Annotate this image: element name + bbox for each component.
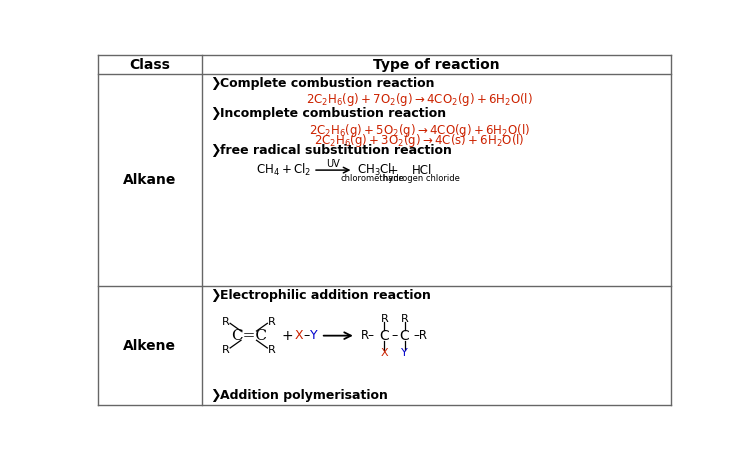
Text: R: R	[268, 344, 276, 354]
Text: chloromethane: chloromethane	[340, 174, 405, 183]
Text: $\mathregular{2C_2H_6(g)+3O_2(g) \rightarrow 4C(s)+6H_2O(l)}$: $\mathregular{2C_2H_6(g)+3O_2(g) \righta…	[314, 132, 524, 149]
Text: Y: Y	[310, 329, 318, 342]
Text: ❯: ❯	[210, 144, 220, 157]
Text: –R: –R	[414, 329, 428, 342]
Text: $\mathregular{CH_4+Cl_2}$: $\mathregular{CH_4+Cl_2}$	[256, 162, 310, 178]
Text: Type of reaction: Type of reaction	[373, 58, 500, 71]
Text: R: R	[380, 313, 388, 324]
Text: Incomplete combustion reaction: Incomplete combustion reaction	[220, 107, 446, 121]
Text: R–: R–	[361, 329, 375, 342]
Text: ❯: ❯	[210, 77, 220, 91]
Text: HCl: HCl	[412, 164, 432, 177]
Text: C: C	[400, 329, 410, 343]
Text: +: +	[388, 164, 398, 177]
Text: Y: Y	[401, 348, 408, 358]
Text: X: X	[295, 329, 304, 342]
Text: X: X	[380, 348, 388, 358]
Text: $\mathregular{CH_3Cl}$: $\mathregular{CH_3Cl}$	[357, 162, 392, 178]
Text: Alkene: Alkene	[123, 339, 176, 353]
Text: C: C	[380, 329, 389, 343]
Text: ❯: ❯	[210, 107, 220, 121]
Text: –: –	[303, 329, 309, 342]
Text: $\mathregular{2C_2H_6(g)+5O_2(g) \rightarrow 4CO(g)+6H_2O(l)}$: $\mathregular{2C_2H_6(g)+5O_2(g) \righta…	[309, 121, 530, 139]
Text: ❯: ❯	[210, 289, 220, 302]
Text: Complete combustion reaction: Complete combustion reaction	[220, 77, 434, 91]
Text: C=C: C=C	[231, 329, 267, 343]
Text: hydrogen chloride: hydrogen chloride	[383, 174, 460, 183]
Text: R: R	[222, 317, 230, 327]
Text: Electrophilic addition reaction: Electrophilic addition reaction	[220, 289, 431, 302]
Text: UV: UV	[326, 159, 340, 169]
Text: Class: Class	[129, 58, 170, 71]
Text: R: R	[400, 313, 409, 324]
Text: $\mathregular{2C_2H_6(g)+7O_2(g) \rightarrow 4CO_2(g)+6H_2O(l)}$: $\mathregular{2C_2H_6(g)+7O_2(g) \righta…	[306, 91, 532, 108]
Text: R: R	[222, 344, 230, 354]
Text: free radical substitution reaction: free radical substitution reaction	[220, 144, 452, 157]
Text: R: R	[268, 317, 276, 327]
Text: +: +	[282, 329, 293, 343]
Text: ❯: ❯	[210, 389, 220, 402]
Text: Addition polymerisation: Addition polymerisation	[220, 389, 388, 402]
Text: –: –	[392, 329, 398, 342]
Text: Alkane: Alkane	[123, 173, 176, 187]
